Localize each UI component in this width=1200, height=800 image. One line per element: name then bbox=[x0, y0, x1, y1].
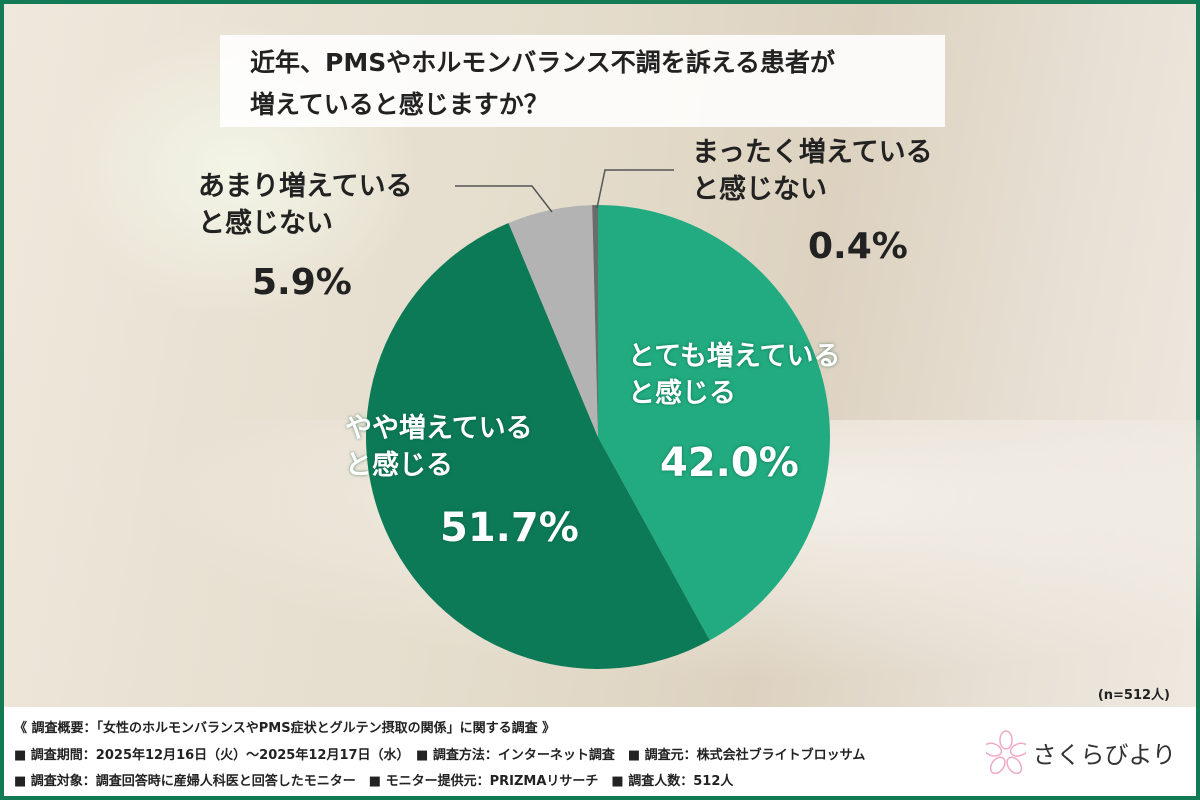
sakura-flower-icon bbox=[986, 730, 1027, 774]
sample-size-note: (n=512人) bbox=[1097, 688, 1170, 703]
title-box bbox=[220, 35, 945, 127]
survey-footer bbox=[4, 707, 1196, 796]
survey-target: ■ 調査対象：調査回答時に産婦人科医と回答したモニター ■ モニター提供元：PR… bbox=[14, 774, 734, 789]
leader-line-none bbox=[596, 169, 674, 209]
value-slight: 5.9% bbox=[252, 262, 352, 303]
label-slight: あまり増えている と感じない bbox=[198, 171, 413, 239]
survey-summary: 《 調査概要：「女性のホルモンバランスやPMS症状とグルテン摂取の関係」に関する… bbox=[14, 721, 556, 736]
slice-very bbox=[598, 205, 830, 641]
logo-text: さくらびより bbox=[1032, 740, 1176, 769]
leader-line-slight bbox=[455, 185, 553, 213]
slice-somewhat bbox=[366, 222, 710, 669]
logo: さくらびより bbox=[986, 730, 1176, 774]
survey-period-method: ■ 調査期間：2025年12月16日（火）～2025年12月17日（水） ■ 調… bbox=[14, 748, 866, 763]
slice-slight bbox=[508, 205, 598, 437]
value-none: 0.4% bbox=[808, 226, 908, 267]
chart-title: 近年、PMSやホルモンバランス不調を訴える患者が 増えていると感じますか？ bbox=[250, 48, 835, 119]
value-somewhat: 51.7% bbox=[440, 505, 579, 551]
slice-none bbox=[592, 205, 598, 437]
value-very: 42.0% bbox=[660, 440, 799, 486]
label-none: まったく増えている と感じない bbox=[692, 137, 933, 205]
label-very: とても増えている と感じる bbox=[628, 341, 841, 409]
label-somewhat: やや増えている と感じる bbox=[345, 413, 533, 481]
